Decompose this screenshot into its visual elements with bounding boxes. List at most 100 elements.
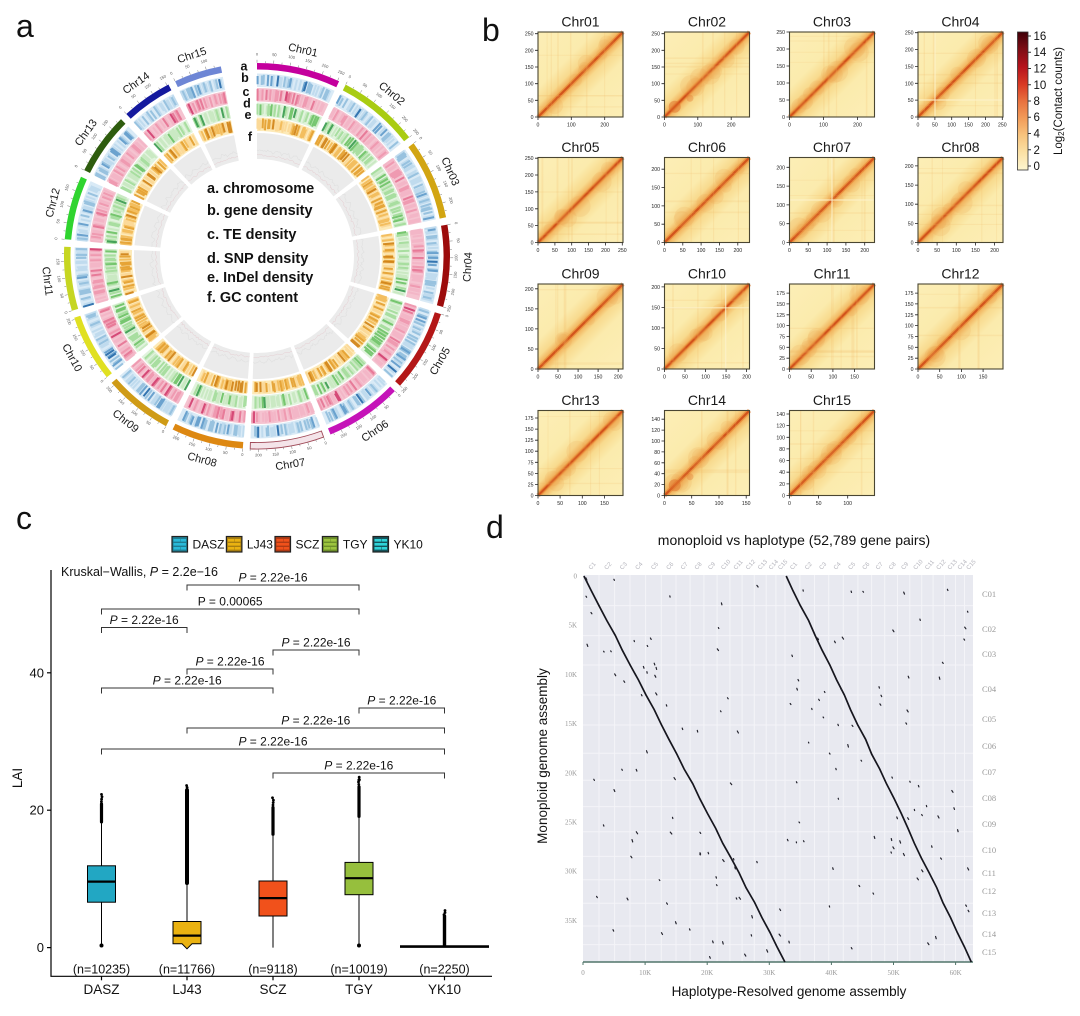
svg-text:LJ43: LJ43 [172,982,201,997]
svg-text:100: 100 [697,248,706,254]
svg-text:250: 250 [776,30,785,36]
svg-text:C15: C15 [982,947,996,957]
svg-text:100: 100 [952,248,961,254]
svg-text:0: 0 [911,115,914,121]
svg-text:0: 0 [788,501,791,507]
svg-text:C6: C6 [666,561,676,571]
svg-text:200: 200 [727,123,736,129]
svg-text:50: 50 [528,471,534,477]
svg-text:50: 50 [779,98,785,104]
svg-text:C07: C07 [982,767,996,777]
svg-text:a: a [241,60,249,74]
svg-text:a. chromosome: a. chromosome [207,181,314,197]
svg-text:150: 150 [651,65,660,71]
svg-text:20K: 20K [701,969,713,977]
svg-text:2: 2 [1034,145,1040,157]
svg-text:250: 250 [618,248,627,254]
svg-text:150: 150 [971,248,980,254]
svg-text:f. GC content: f. GC content [207,290,298,306]
svg-text:200: 200 [614,375,623,381]
svg-text:100: 100 [701,375,710,381]
svg-text:P = 2.22e-16: P = 2.22e-16 [238,735,307,749]
svg-text:C12: C12 [982,886,996,896]
svg-text:200: 200 [105,385,114,394]
svg-text:100: 100 [369,413,378,421]
svg-text:150: 150 [715,248,724,254]
svg-text:200: 200 [600,123,609,129]
svg-text:50: 50 [362,82,369,89]
svg-text:120: 120 [651,428,660,434]
svg-text:P = 2.22e-16: P = 2.22e-16 [367,694,436,708]
svg-text:120: 120 [776,424,785,430]
svg-text:100: 100 [289,449,297,455]
svg-text:100: 100 [905,81,914,87]
svg-text:200: 200 [990,248,999,254]
svg-text:100: 100 [90,132,98,141]
svg-text:c: c [243,85,250,99]
svg-text:0: 0 [782,115,785,121]
svg-text:0: 0 [788,123,791,129]
svg-text:100: 100 [693,123,702,129]
svg-text:C9: C9 [901,561,911,571]
svg-text:C05: C05 [982,714,996,724]
svg-text:150: 150 [525,65,534,71]
svg-text:0: 0 [161,429,166,435]
svg-text:C06: C06 [982,741,996,751]
svg-text:LJ43: LJ43 [247,538,273,552]
svg-text:100: 100 [430,343,438,352]
svg-text:C11: C11 [924,559,936,571]
svg-text:Chr01: Chr01 [561,14,599,30]
svg-text:250: 250 [905,31,914,37]
svg-text:0: 0 [531,367,534,373]
svg-text:C14: C14 [982,929,997,939]
svg-text:10: 10 [1034,80,1047,92]
svg-text:50: 50 [145,419,152,426]
svg-text:100: 100 [525,82,534,88]
svg-text:0: 0 [537,123,540,129]
svg-text:50K: 50K [887,969,899,977]
svg-text:Chr10: Chr10 [688,266,726,282]
svg-text:150: 150 [905,64,914,70]
svg-text:C8: C8 [694,561,704,571]
svg-text:c. TE density: c. TE density [207,227,296,243]
svg-text:100: 100 [905,324,914,330]
svg-text:125: 125 [525,438,534,444]
svg-text:0: 0 [537,375,540,381]
svg-text:4: 4 [1034,129,1041,141]
svg-text:monoploid vs haplotype (52,789: monoploid vs haplotype (52,789 gene pair… [658,532,930,548]
svg-text:20: 20 [779,482,785,488]
svg-text:150: 150 [452,271,458,279]
svg-text:100: 100 [843,501,852,507]
svg-text:Chr02: Chr02 [688,14,726,30]
svg-text:14: 14 [1034,47,1047,59]
svg-text:P = 2.22e-16: P = 2.22e-16 [195,655,264,669]
svg-text:140: 140 [651,417,660,423]
svg-text:0: 0 [100,379,106,384]
svg-text:35K: 35K [565,917,577,925]
svg-text:100: 100 [819,123,828,129]
svg-text:100: 100 [453,254,458,261]
svg-text:SCZ: SCZ [296,538,320,552]
svg-text:200: 200 [981,123,990,129]
svg-text:50: 50 [689,501,695,507]
svg-text:80: 80 [654,450,660,456]
svg-text:0: 0 [657,367,660,373]
svg-text:0: 0 [782,494,785,500]
svg-text:150: 150 [600,501,609,507]
svg-text:150: 150 [842,248,851,254]
svg-text:150: 150 [525,427,534,433]
svg-text:e: e [245,108,252,122]
svg-text:6: 6 [1034,112,1040,124]
svg-text:200: 200 [448,196,455,205]
svg-text:P = 2.22e-16: P = 2.22e-16 [153,674,222,688]
svg-text:f: f [248,130,253,144]
svg-text:200: 200 [776,47,785,53]
svg-text:100: 100 [435,164,443,173]
svg-text:150: 150 [850,375,859,381]
svg-text:0: 0 [169,70,174,76]
svg-text:Chr15: Chr15 [813,392,851,408]
svg-text:0: 0 [581,969,585,977]
svg-text:75: 75 [908,335,914,341]
svg-text:200: 200 [450,287,456,295]
svg-text:150: 150 [421,358,429,367]
